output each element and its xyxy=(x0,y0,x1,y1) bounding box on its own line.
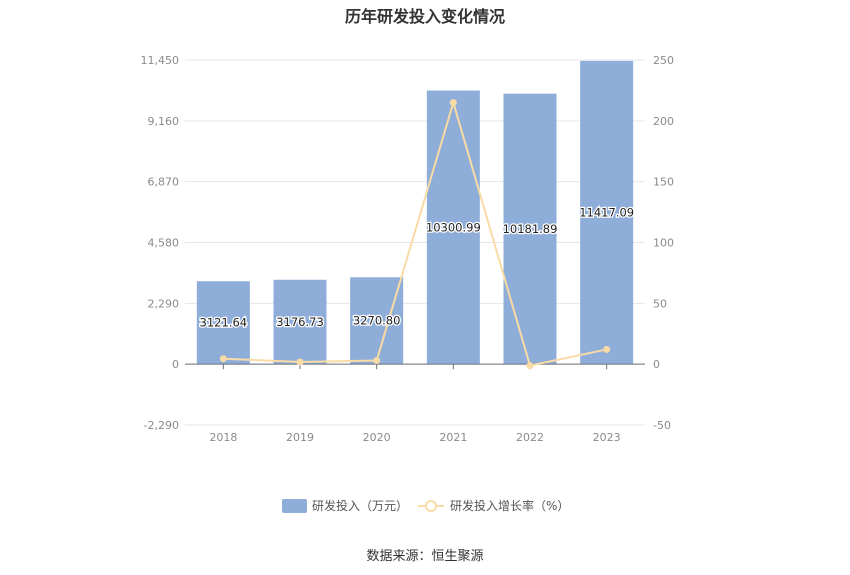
left-tick-label: -2,290 xyxy=(144,419,179,432)
line-point xyxy=(526,362,534,370)
left-tick-label: 4,580 xyxy=(148,237,180,250)
left-tick-label: 2,290 xyxy=(148,297,180,310)
legend-bar-swatch xyxy=(282,499,307,513)
data-source: 数据来源：恒生聚源 xyxy=(366,549,484,564)
right-tick-label: 100 xyxy=(653,237,674,250)
bar xyxy=(273,279,327,365)
growth-line xyxy=(223,99,607,367)
bar-data-label: 3176.73 xyxy=(276,315,324,329)
bar-data-label: 3121.64 xyxy=(200,316,248,330)
line-point xyxy=(603,345,611,353)
bar-data-label: 10181.89 xyxy=(503,222,558,236)
x-tick-label: 2018 xyxy=(209,431,237,444)
x-tick-label: 2021 xyxy=(439,431,467,444)
x-tick-label: 2019 xyxy=(286,431,314,444)
right-tick-label: 150 xyxy=(653,176,674,189)
left-tick-label: 0 xyxy=(172,358,179,371)
x-tick-label: 2023 xyxy=(593,431,621,444)
line-point xyxy=(219,355,227,363)
right-tick-label: 0 xyxy=(653,358,660,371)
right-tick-label: 50 xyxy=(653,297,667,310)
data-labels: 3121.64 3176.73 3270.80 10300.99 10181.89 114… xyxy=(198,204,635,331)
bar-series xyxy=(196,60,634,365)
legend-line-marker xyxy=(425,500,437,512)
bar xyxy=(350,277,404,365)
grid-lines xyxy=(185,59,645,426)
bar xyxy=(503,93,557,365)
bar-data-label: 3270.80 xyxy=(353,314,401,328)
legend-line-label: 研发投入增长率（%） xyxy=(450,498,569,513)
chart-title: 历年研发投入变化情况 xyxy=(344,7,505,26)
x-tick-label: 2020 xyxy=(363,431,391,444)
axes: 11,450 9,160 6,870 4,580 2,290 0 -2,290 250 200 1… xyxy=(141,54,675,444)
bar-data-label: 11417.09 xyxy=(579,206,634,220)
left-tick-label: 6,870 xyxy=(148,176,180,189)
line-series xyxy=(219,99,611,370)
right-tick-label: 250 xyxy=(653,54,674,67)
line-point xyxy=(373,357,381,365)
bar xyxy=(426,90,480,365)
legend-bar-label: 研发投入（万元） xyxy=(312,498,408,513)
bar-data-label: 10300.99 xyxy=(426,220,481,234)
line-point xyxy=(296,358,304,366)
bar xyxy=(580,60,634,365)
x-tick-label: 2022 xyxy=(516,431,544,444)
line-point xyxy=(449,99,457,107)
right-tick-label: -50 xyxy=(653,419,671,432)
legend: 研发投入（万元） 研发投入增长率（%） xyxy=(282,498,569,513)
left-tick-label: 9,160 xyxy=(148,115,180,128)
left-tick-label: 11,450 xyxy=(141,54,180,67)
right-tick-label: 200 xyxy=(653,115,674,128)
bar xyxy=(196,281,250,365)
